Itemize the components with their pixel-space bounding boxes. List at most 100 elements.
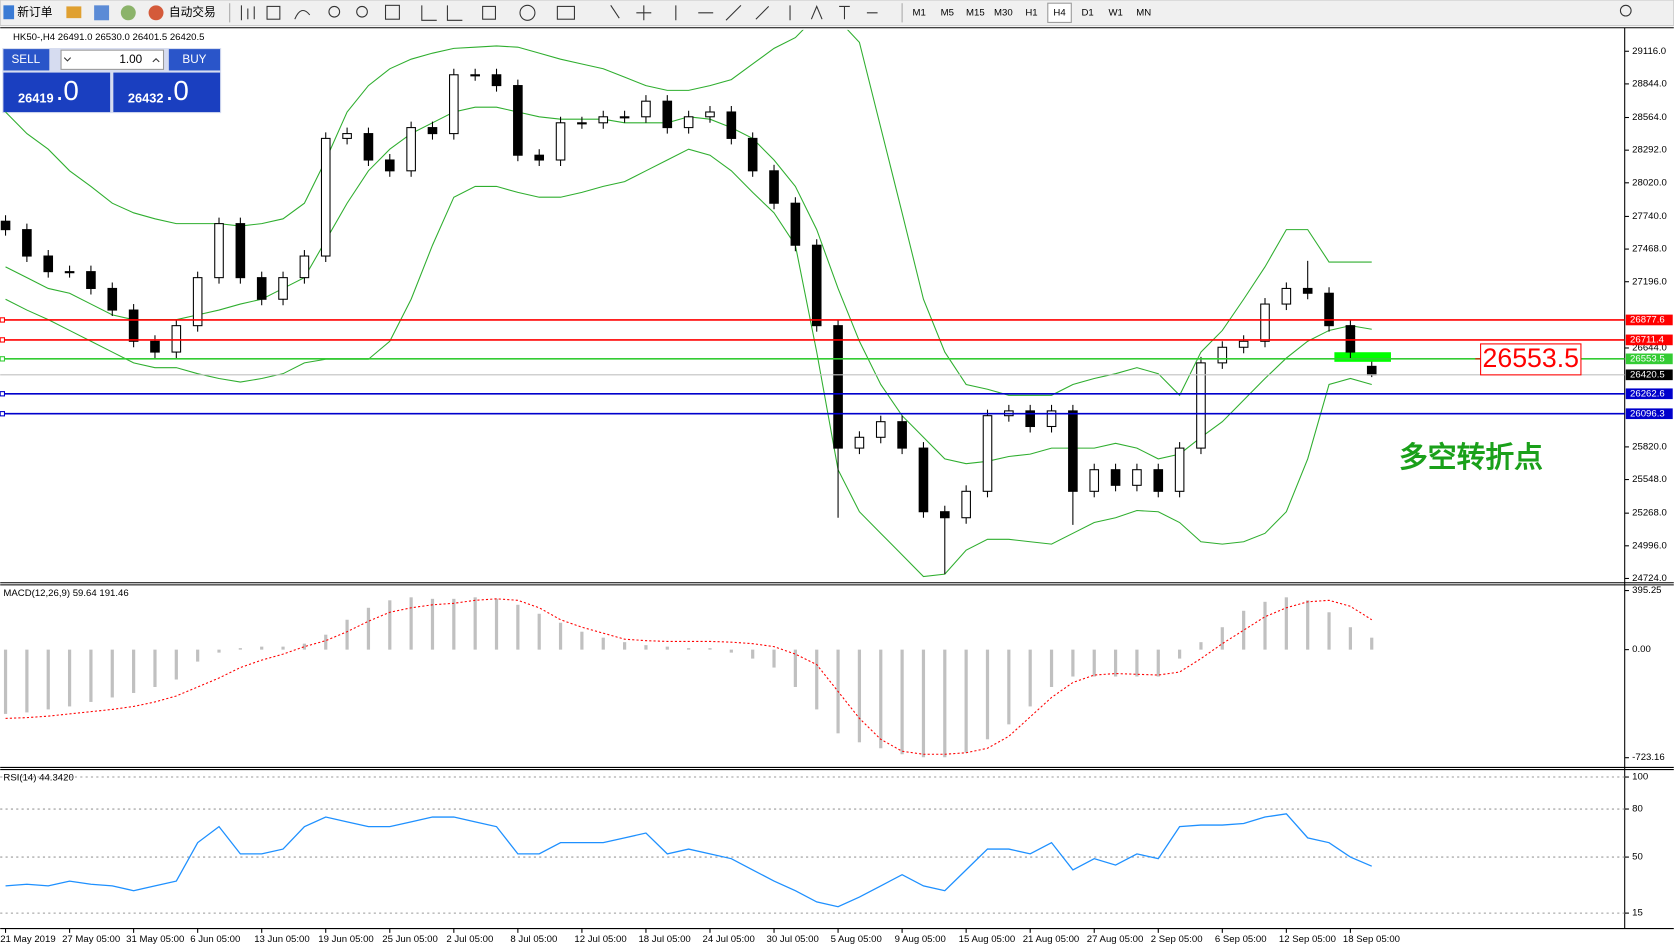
- timeframe-button[interactable]: MN: [1136, 7, 1151, 18]
- macd-bar: [1199, 642, 1203, 650]
- last-price-tag: [1625, 369, 1673, 381]
- candle-body: [235, 223, 246, 279]
- y-tick-label: 15: [1632, 908, 1643, 919]
- level-handle: [0, 391, 6, 397]
- macd-bar: [665, 646, 669, 650]
- candle-body: [256, 277, 267, 300]
- highlight-bar: [1334, 352, 1391, 362]
- macd-bar: [302, 643, 306, 650]
- bid-box[interactable]: [3, 72, 111, 113]
- macd-bar: [473, 597, 477, 650]
- lot-value[interactable]: 1.00: [119, 53, 142, 66]
- lot-input[interactable]: [60, 49, 165, 70]
- auto-trading-icon[interactable]: [148, 5, 164, 21]
- macd-bar: [1263, 601, 1267, 650]
- y-tick-label: 27740.0: [1632, 211, 1667, 222]
- timeframe-button[interactable]: H1: [1025, 7, 1037, 18]
- y-tick-label: 25548.0: [1632, 474, 1667, 485]
- macd-bar: [67, 649, 72, 707]
- candle-body: [833, 325, 843, 449]
- macd-bar: [644, 645, 648, 650]
- new-order[interactable]: 新订单: [17, 5, 52, 19]
- candle-body: [427, 127, 438, 135]
- macd-bar: [900, 649, 904, 755]
- icon[interactable]: [120, 5, 136, 21]
- level-label: 26096.3: [1630, 408, 1665, 419]
- timeframe-button[interactable]: M15: [966, 7, 985, 18]
- level-handle: [0, 411, 6, 417]
- sell-label[interactable]: SELL: [11, 53, 40, 66]
- bollinger-upper: [5, 29, 1372, 397]
- y-tick-label: 395.25: [1632, 585, 1661, 596]
- macd-bar: [537, 613, 541, 650]
- y-tick-label: 26644.0: [1632, 343, 1667, 354]
- candle-body: [1132, 469, 1142, 486]
- y-tick-label: 24996.0: [1632, 540, 1667, 551]
- candle-body: [961, 490, 971, 519]
- buy-button[interactable]: [168, 49, 221, 71]
- macd-bar: [89, 649, 93, 702]
- macd-bar: [1284, 597, 1288, 650]
- macd-bar: [345, 619, 349, 650]
- y-tick-label: 29116.0: [1632, 46, 1666, 57]
- ask-box[interactable]: [113, 72, 221, 113]
- chart-tools[interactable]: [240, 4, 878, 21]
- y-tick-label: 100: [1632, 772, 1648, 783]
- lot-arrows[interactable]: [63, 57, 160, 63]
- candle-body: [854, 436, 865, 449]
- macd-bar: [558, 622, 563, 650]
- active-timeframe: [1047, 2, 1072, 23]
- candle-body: [726, 111, 737, 139]
- chart-header: HK50-,H4 26491.0 26530.0 26401.5 26420.5: [13, 32, 205, 43]
- timeframe-button[interactable]: M5: [941, 7, 954, 18]
- macd-bar: [388, 600, 392, 650]
- timeframe-button[interactable]: H4: [1053, 7, 1066, 18]
- x-tick-label: 2 Jul 05:00: [446, 934, 493, 945]
- x-tick-label: 21 Aug 05:00: [1023, 934, 1080, 945]
- level-label: 26877.6: [1630, 314, 1665, 325]
- y-tick-label: 0.00: [1632, 644, 1651, 655]
- macd-bar: [943, 649, 947, 758]
- ask-fraction: .0: [166, 75, 189, 106]
- candle-body: [1366, 365, 1377, 376]
- candle-body: [1260, 303, 1270, 342]
- y-tick-label: 25820.0: [1632, 441, 1667, 452]
- sell-button[interactable]: [3, 49, 50, 71]
- macd-bar: [1220, 627, 1224, 650]
- candle-body: [747, 137, 758, 172]
- x-tick-label: 13 Jun 05:00: [254, 934, 309, 945]
- y-tick-label: 50: [1632, 852, 1643, 863]
- macd-bar: [1049, 649, 1054, 687]
- icon[interactable]: [94, 5, 110, 21]
- macd-signal: [5, 598, 1373, 755]
- y-tick-label: 27196.0: [1632, 276, 1667, 287]
- y-tick-label: 28564.0: [1632, 112, 1667, 123]
- candle-body: [0, 220, 11, 231]
- timeframe-button[interactable]: M1: [913, 7, 926, 18]
- pane-title: MACD(12,26,9) 59.64 191.46: [3, 588, 128, 599]
- timeframe-button[interactable]: D1: [1081, 7, 1093, 18]
- level-tag: [1625, 388, 1673, 400]
- price-pane: [0, 29, 1377, 578]
- timeframe-button[interactable]: W1: [1108, 7, 1122, 18]
- auto-trading[interactable]: 自动交易: [169, 5, 216, 19]
- candle-body: [22, 229, 32, 257]
- search-icon[interactable]: [1619, 4, 1632, 17]
- macd-bar: [729, 649, 733, 653]
- candle-body: [150, 340, 160, 353]
- candle-body: [1217, 346, 1228, 364]
- annotation-value: 26553.5: [1483, 343, 1579, 373]
- macd-bar: [1156, 649, 1160, 677]
- candle-body: [897, 421, 907, 449]
- trade-panel: SELL 1.00 BUY 26419 .0 26432 .0: [2, 48, 222, 114]
- candle-body: [1025, 410, 1035, 428]
- candle-body: [641, 100, 651, 118]
- new-order-icon[interactable]: [3, 5, 15, 20]
- annotation-text: 多空转折点: [1399, 440, 1543, 474]
- macd-bar: [921, 649, 926, 758]
- icon[interactable]: [66, 6, 82, 19]
- macd-bar: [452, 598, 456, 650]
- timeframe-button[interactable]: M30: [994, 7, 1013, 18]
- buy-label[interactable]: BUY: [182, 53, 206, 66]
- toolbar: 新订单 自动交易: [0, 0, 1674, 27]
